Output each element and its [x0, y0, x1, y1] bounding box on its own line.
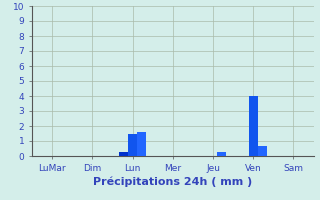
Bar — [128, 134, 137, 156]
Bar — [137, 132, 146, 156]
Bar — [258, 146, 267, 156]
Bar — [249, 96, 258, 156]
Bar — [119, 152, 128, 156]
X-axis label: Précipitations 24h ( mm ): Précipitations 24h ( mm ) — [93, 177, 252, 187]
Bar — [218, 152, 226, 156]
